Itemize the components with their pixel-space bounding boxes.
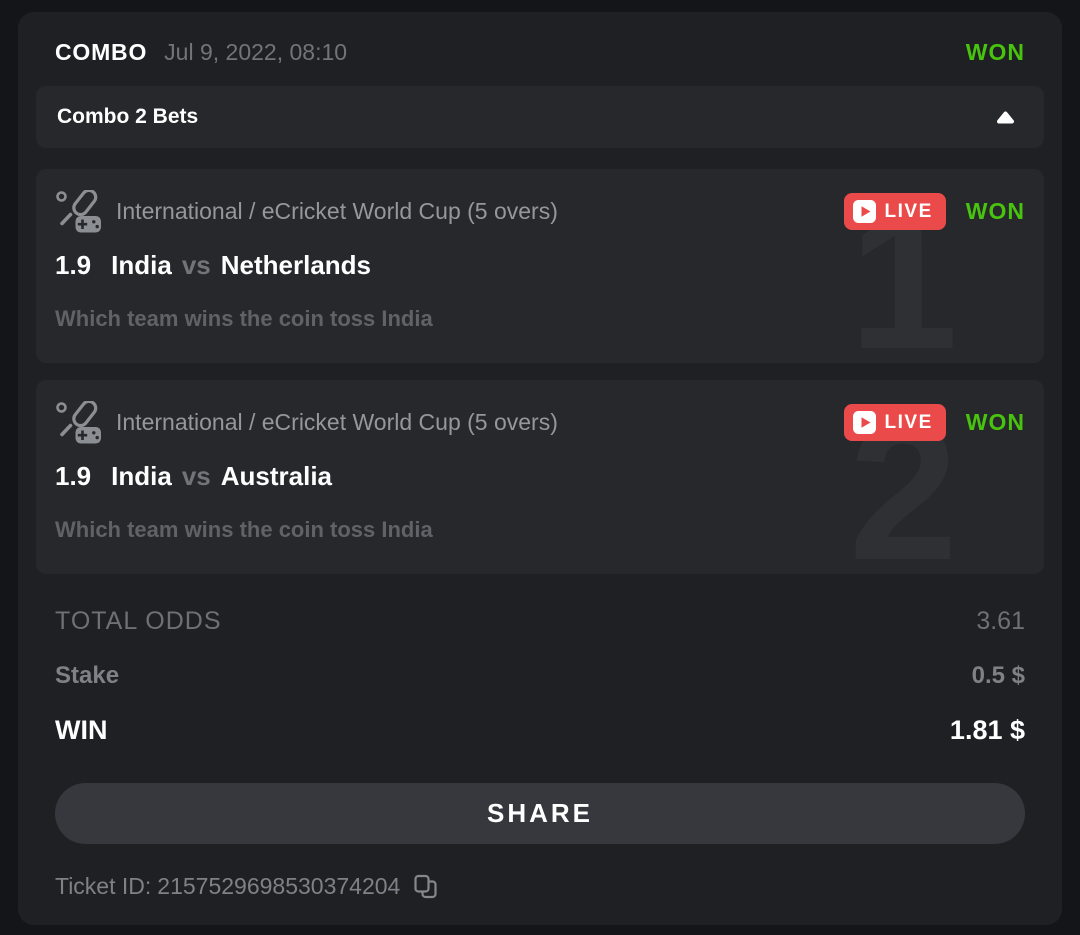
win-label: WIN bbox=[55, 715, 108, 745]
vs-label: vs bbox=[181, 461, 211, 491]
live-label: LIVE bbox=[884, 200, 933, 222]
live-badge[interactable]: LIVE bbox=[843, 404, 946, 441]
combo-bets-label: Combo 2 Bets bbox=[57, 105, 199, 128]
vs-label: vs bbox=[181, 250, 211, 280]
play-icon bbox=[852, 411, 876, 434]
ticket-header: COMBO Jul 9, 2022, 08:10 WON bbox=[36, 12, 1044, 86]
away-team: Netherlands bbox=[220, 250, 372, 280]
copy-ticket-id-button[interactable] bbox=[414, 874, 437, 899]
bet-type-label: COMBO bbox=[55, 39, 148, 65]
bet-odds: 1.9 bbox=[55, 461, 92, 491]
play-icon bbox=[852, 200, 876, 223]
home-team: India bbox=[111, 461, 172, 491]
bet-status-badge: WON bbox=[965, 409, 1025, 435]
live-label: LIVE bbox=[884, 411, 933, 433]
bet-selection-row: 1.9 India vs Australia bbox=[55, 461, 1025, 492]
totals-section: TOTAL ODDS 3.61 Stake 0.5 $ WIN 1.81 $ bbox=[36, 591, 1044, 746]
stake-label: Stake bbox=[55, 662, 120, 689]
total-odds-label: TOTAL ODDS bbox=[55, 607, 222, 635]
copy-icon bbox=[414, 874, 437, 899]
market-label: Which team wins the coin toss India bbox=[55, 306, 433, 331]
bet-status-badge: WON bbox=[965, 198, 1025, 224]
ticket-id-row: Ticket ID: 2157529698530374204 bbox=[36, 844, 1044, 900]
bet-ticket-card: COMBO Jul 9, 2022, 08:10 WON Combo 2 Bet… bbox=[18, 12, 1062, 925]
win-value: 1.81 $ bbox=[949, 715, 1025, 745]
bet-datetime: Jul 9, 2022, 08:10 bbox=[164, 39, 348, 65]
home-team: India bbox=[111, 250, 172, 280]
bet-selection-row: 1.9 India vs Netherlands bbox=[55, 250, 1025, 281]
bet-card-2: 2 International / eCricket World Cup (5 … bbox=[36, 380, 1044, 574]
ecricket-icon bbox=[55, 401, 101, 444]
league-label: International / eCricket World Cup (5 ov… bbox=[116, 409, 558, 435]
share-button[interactable]: SHARE bbox=[55, 783, 1025, 844]
stake-value: 0.5 $ bbox=[971, 662, 1025, 689]
total-odds-value: 3.61 bbox=[976, 607, 1025, 635]
ticket-status-badge: WON bbox=[965, 39, 1025, 65]
bet-card-1: 1 International / eCricket World Cup (5 … bbox=[36, 169, 1044, 363]
league-label: International / eCricket World Cup (5 ov… bbox=[116, 198, 558, 224]
live-badge[interactable]: LIVE bbox=[843, 193, 946, 230]
bet-odds: 1.9 bbox=[55, 250, 92, 280]
ticket-id-value: 2157529698530374204 bbox=[157, 873, 401, 899]
combo-bets-collapse-bar[interactable]: Combo 2 Bets bbox=[36, 86, 1044, 148]
market-label: Which team wins the coin toss India bbox=[55, 517, 433, 542]
away-team: Australia bbox=[220, 461, 333, 491]
ecricket-icon bbox=[55, 190, 101, 233]
caret-up-icon bbox=[995, 110, 1016, 125]
ticket-id-label: Ticket ID: bbox=[55, 873, 152, 899]
